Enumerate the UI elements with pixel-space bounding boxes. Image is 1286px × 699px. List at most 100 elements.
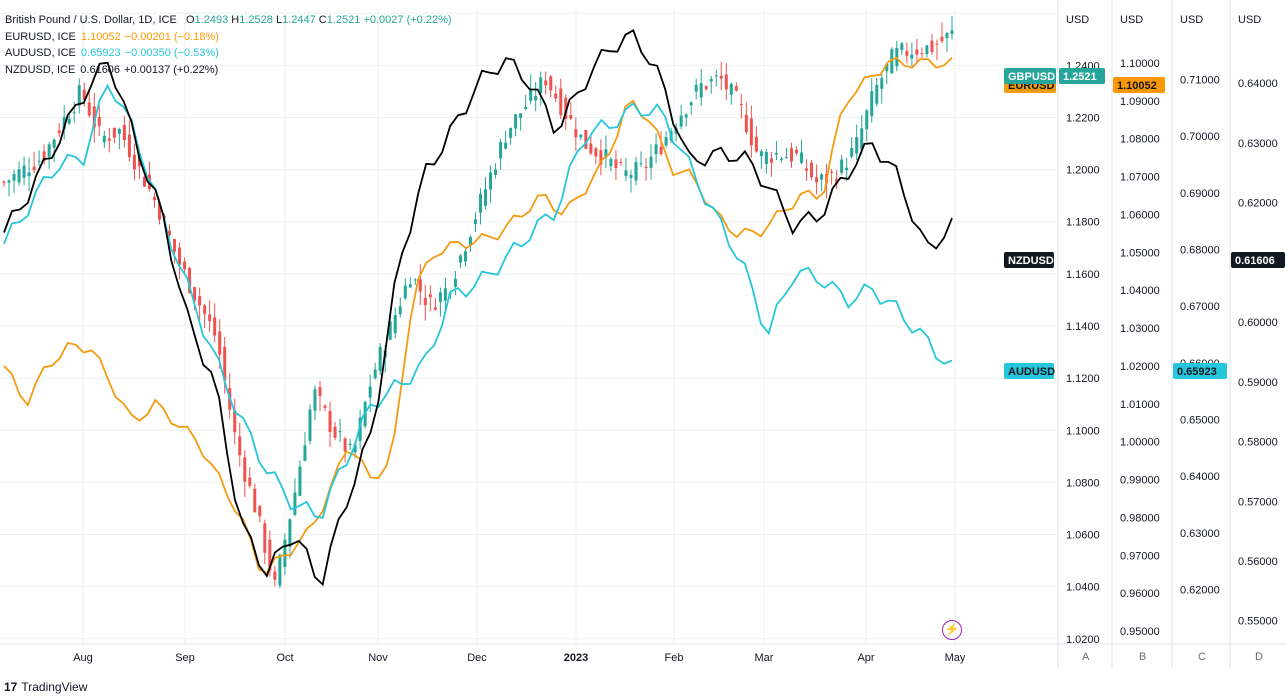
axis-letter-label: B: [1139, 651, 1146, 663]
legend-low: 1.2447: [282, 14, 316, 26]
nzdusd-name-tag-bg: [1004, 252, 1054, 268]
candle-body: [223, 346, 227, 381]
axis-tick-label: 1.0800: [1066, 477, 1100, 489]
axis-tick-label: 0.69000: [1180, 188, 1220, 200]
gbpusd-name-tag-bg: [1004, 68, 1056, 84]
candle-body: [353, 443, 357, 453]
legend-audusd[interactable]: AUDUSD, ICE 0.65923 −0.00350 (−0.53%): [5, 45, 452, 62]
lightning-icon[interactable]: ⚡: [942, 620, 962, 640]
candle-body: [945, 33, 949, 39]
candle-body: [82, 89, 86, 100]
axis-tick-label: 0.95000: [1120, 626, 1160, 638]
candle-body: [810, 162, 814, 178]
candle-body: [749, 118, 753, 146]
candle-body: [318, 387, 322, 397]
candle-body: [438, 292, 442, 302]
candle-body: [604, 149, 608, 158]
candle-body: [178, 247, 182, 265]
audusd-name-tag-bg: [1004, 363, 1054, 379]
candle-body: [694, 84, 698, 92]
x-tick-label: Dec: [467, 652, 487, 664]
axis-tick-label: 1.10000: [1120, 58, 1160, 70]
axis-tick-label: 0.97000: [1120, 550, 1160, 562]
candle-body: [468, 237, 472, 246]
candle-body: [504, 142, 508, 149]
candle-body: [208, 314, 212, 322]
gbpusd-name-tag: GBPUSD: [1008, 71, 1055, 83]
candle-body: [940, 36, 944, 42]
candle-body: [173, 239, 177, 252]
audusd-price-tag: 0.65923: [1177, 366, 1217, 378]
axis-tick-label: 1.1400: [1066, 321, 1100, 333]
candle-body: [47, 144, 51, 157]
candle-body: [238, 436, 242, 456]
axis-tick-label: 0.96000: [1120, 588, 1160, 600]
candle-body: [479, 193, 483, 213]
candle-body: [112, 127, 116, 138]
candle-body: [769, 158, 773, 163]
candle-body: [574, 129, 578, 138]
candle-body: [423, 297, 427, 306]
candle-body: [403, 285, 407, 299]
candle-body: [233, 410, 237, 433]
axis-tick-label: 0.62000: [1238, 198, 1278, 210]
candle-body: [77, 85, 81, 106]
candle-body: [27, 172, 31, 177]
tradingview-logo[interactable]: 17 TradingView: [4, 680, 87, 694]
candle-body: [779, 158, 783, 161]
candle-body: [774, 153, 778, 155]
candle-body: [102, 135, 106, 143]
legend-eurusd[interactable]: EURUSD, ICE 1.10052 −0.00201 (−0.18%): [5, 29, 452, 46]
candle-body: [569, 115, 573, 119]
candle-body: [484, 189, 488, 206]
candle-body: [243, 457, 247, 482]
axis-tick-label: 1.0400: [1066, 582, 1100, 594]
candle-body: [2, 181, 6, 183]
candle-body: [183, 261, 187, 270]
eurusd-line: [3, 56, 953, 575]
axis-tick-label: 1.08000: [1120, 134, 1160, 146]
candle-body: [649, 156, 653, 168]
candle-body: [368, 386, 372, 398]
candle-body: [37, 160, 41, 162]
candle-body: [298, 466, 302, 496]
candle-body: [935, 43, 939, 45]
candle-body: [684, 114, 688, 118]
candle-body: [463, 251, 467, 262]
candle-body: [534, 96, 538, 101]
legend-audusd-value: 0.65923: [80, 47, 121, 59]
eurusd-price-tag-bg: [1113, 77, 1165, 93]
axis-tick-label: 0.57000: [1238, 496, 1278, 508]
candle-body: [614, 159, 618, 168]
candle-body: [278, 554, 282, 586]
axis-tick-label: 0.64000: [1238, 78, 1278, 90]
candle-body: [764, 151, 768, 164]
legend-nzdusd-value: 0.61606: [80, 63, 121, 76]
x-tick-label: Oct: [276, 652, 293, 664]
candle-body: [92, 106, 96, 128]
candle-body: [709, 78, 713, 82]
candle-body: [328, 410, 332, 433]
x-tick-label: Sep: [175, 652, 195, 664]
candle-body: [443, 288, 447, 301]
candle-body: [398, 306, 402, 315]
axis-tick-label: 1.0200: [1066, 634, 1100, 646]
candle-body: [820, 174, 824, 180]
candle-body: [654, 144, 658, 155]
candle-body: [142, 176, 146, 187]
candle-body: [198, 296, 202, 306]
candle-body: [609, 159, 613, 167]
legend-nzdusd[interactable]: NZDUSD, ICE 0.61606 +0.00137 (+0.22%): [5, 62, 452, 79]
legend-eurusd-change: −0.00201 (−0.18%): [124, 30, 219, 43]
axis-tick-label: 0.63000: [1238, 138, 1278, 150]
candle-body: [629, 175, 633, 178]
candle-body: [393, 315, 397, 334]
footer: 17 TradingView: [0, 676, 1286, 699]
legend-change: +0.0027 (+0.22%): [363, 14, 452, 26]
legend-main[interactable]: British Pound / U.S. Dollar, 1D, ICE O1.…: [5, 12, 452, 29]
candle-body: [554, 93, 558, 99]
chart-canvas[interactable]: USD1.24001.22001.20001.18001.16001.14001…: [0, 0, 1286, 676]
candle-body: [418, 279, 422, 292]
axis-tick-label: 0.99000: [1120, 475, 1160, 487]
candle-body: [890, 49, 894, 74]
